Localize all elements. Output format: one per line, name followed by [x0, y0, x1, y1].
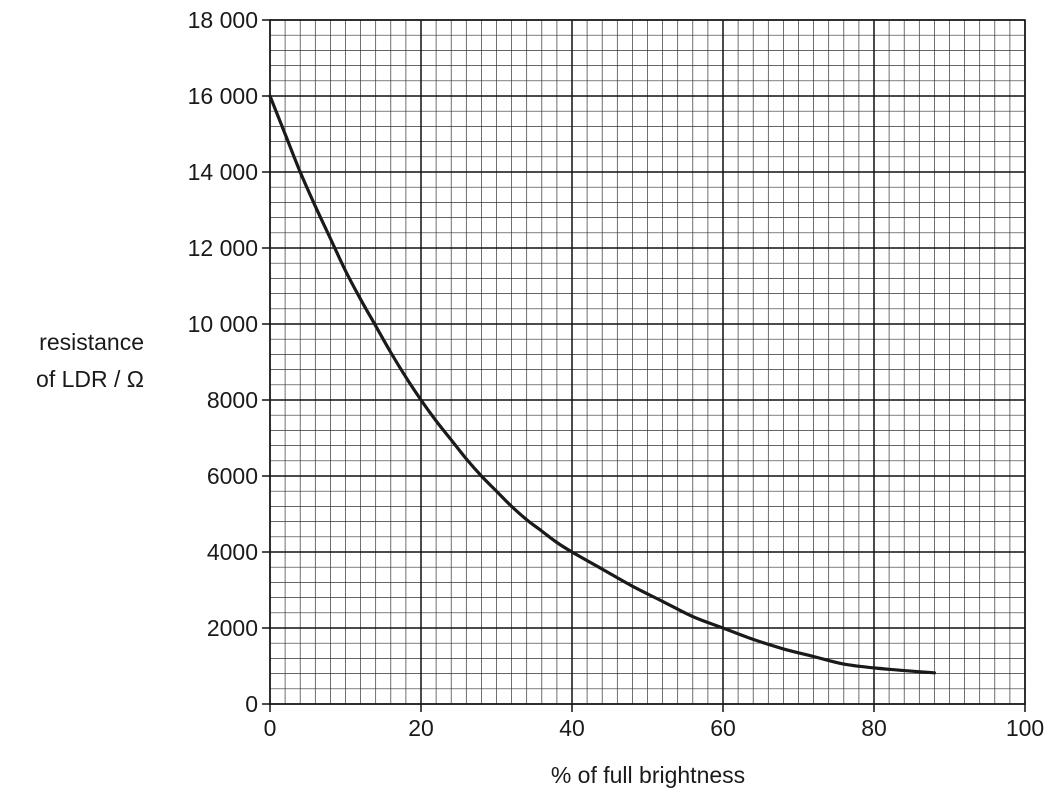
y-tick-label: 4000: [207, 539, 258, 565]
x-tick-label: 100: [1006, 715, 1044, 741]
y-tick-label: 2000: [207, 615, 258, 641]
y-axis-ticks: 0 2000 4000 6000 8000 10 000 12 000 14 000 16 00…: [188, 7, 270, 717]
x-tick-label: 40: [559, 715, 585, 741]
x-axis-title: % of full brightness: [551, 762, 745, 788]
y-tick-label: 10 000: [188, 311, 258, 337]
y-tick-label: 6000: [207, 463, 258, 489]
y-tick-label: 18 000: [188, 7, 258, 33]
x-tick-label: 20: [408, 715, 434, 741]
y-tick-label: 14 000: [188, 159, 258, 185]
y-tick-label: 16 000: [188, 83, 258, 109]
y-axis-title-line-1: resistance: [39, 329, 144, 355]
x-tick-label: 60: [710, 715, 736, 741]
x-axis-ticks: 0 20 40 60 80 100: [264, 704, 1044, 741]
plot-frame: [269, 19, 1026, 705]
y-tick-label: 8000: [207, 387, 258, 413]
x-tick-label: 80: [861, 715, 887, 741]
resistance-curve: [268, 94, 936, 675]
y-tick-label: 0: [245, 691, 258, 717]
minor-gridlines: [269, 19, 1026, 705]
y-tick-label: 12 000: [188, 235, 258, 261]
y-axis-title-line-2: of LDR / Ω: [36, 366, 144, 392]
x-tick-label: 0: [264, 715, 277, 741]
